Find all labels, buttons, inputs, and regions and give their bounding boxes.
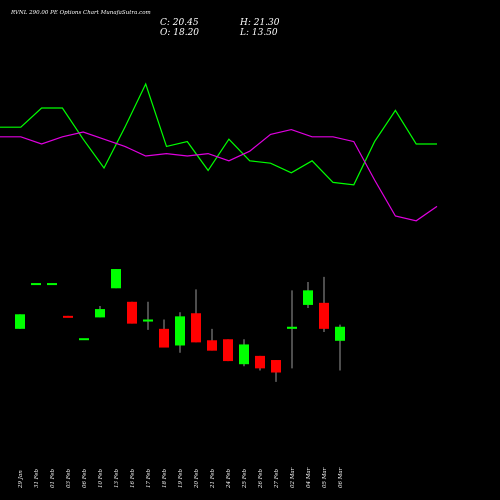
x-tick-label: 01 Feb [50, 468, 56, 488]
candle-body [303, 290, 313, 305]
candle [287, 290, 297, 369]
candle [111, 269, 121, 289]
candle [15, 314, 25, 329]
x-tick-label: 13 Feb [114, 468, 120, 488]
indicator-line-1 [0, 82, 437, 186]
candle [239, 339, 249, 367]
candle [143, 301, 153, 330]
x-tick-label: 21 Feb [210, 468, 216, 489]
candle [271, 360, 281, 382]
candle-body [255, 355, 265, 369]
candle [175, 312, 185, 353]
x-tick-label: 17 Feb [146, 468, 152, 488]
candle-body [47, 283, 57, 286]
candle [319, 276, 329, 332]
candle-body [271, 360, 281, 373]
x-tick-label: 06 Feb [82, 468, 88, 488]
candle-body [79, 338, 89, 341]
close-value: C: 20.45 [160, 18, 199, 28]
indicator-line-2 [0, 128, 438, 222]
x-tick-label: 05 Mar [322, 467, 328, 488]
candle-body [239, 344, 249, 365]
candle-body [223, 339, 233, 362]
candle-body [191, 313, 201, 343]
x-tick-label: 27 Feb [274, 468, 280, 489]
x-tick-label: 06 Mar [338, 467, 344, 488]
x-tick-label: 03 Feb [66, 468, 72, 488]
x-tick-label: 24 Feb [226, 468, 232, 489]
candle [63, 315, 73, 318]
candle [31, 283, 41, 286]
x-tick-label: 10 Feb [98, 468, 104, 488]
x-tick-label: 25 Feb [242, 468, 248, 489]
x-tick-label: 18 Feb [162, 468, 168, 488]
high-value: H: 21.30 [240, 18, 280, 28]
candle-body [159, 328, 169, 348]
candle [223, 339, 233, 362]
candle-body [127, 301, 137, 324]
chart-title: RVNL 290.00 PE Options Chart MunafaSutra… [11, 10, 151, 16]
candle [79, 338, 89, 341]
low-value: L: 13.50 [240, 28, 278, 38]
candle [303, 282, 313, 309]
candle-body [95, 309, 105, 318]
x-tick-label: 04 Mar [306, 467, 312, 488]
candle-body [111, 269, 121, 289]
candle-body [63, 315, 73, 318]
candle [127, 301, 137, 324]
x-tick-label: 20 Feb [194, 468, 200, 489]
open-value: O: 18.20 [160, 28, 200, 38]
candle [207, 328, 217, 351]
x-tick-label: 26 Feb [258, 468, 264, 489]
x-tick-label: 31 Feb [34, 468, 40, 488]
x-tick-label: 02 Mar [290, 467, 296, 488]
candle-body [319, 302, 329, 329]
candle-body [287, 326, 297, 329]
candles [15, 269, 345, 382]
x-axis-labels: 29 Jan 31 Feb 01 Feb 03 Feb 06 Feb 10 Feb 13 F… [18, 467, 344, 489]
candle [255, 355, 265, 371]
candle-body [207, 340, 217, 351]
x-tick-label: 16 Feb [130, 468, 136, 488]
candle-body [15, 314, 25, 329]
candle-body [335, 326, 345, 341]
candle [47, 283, 57, 286]
candle-body [31, 283, 41, 286]
candle-body [175, 316, 185, 346]
candle [95, 305, 105, 318]
candle [335, 324, 345, 371]
x-tick-label: 19 Feb [178, 468, 184, 488]
indicator-lines [0, 82, 438, 222]
candle [159, 319, 169, 348]
candle [191, 289, 201, 343]
candle-body [143, 319, 153, 322]
x-tick-label: 29 Jan [18, 470, 24, 489]
